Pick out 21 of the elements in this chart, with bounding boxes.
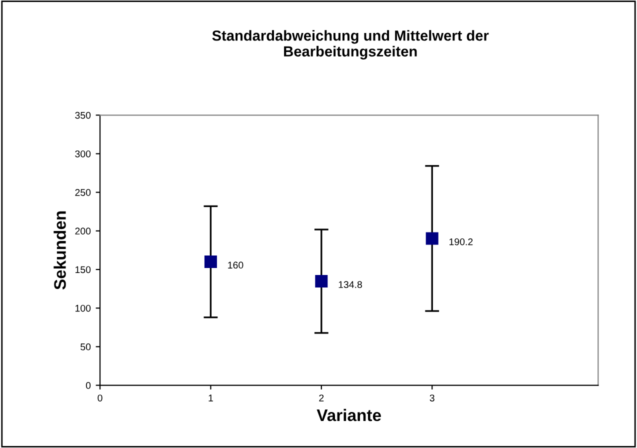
y-tick-label: 50 — [80, 343, 91, 350]
chart-title: Standardabweichung und Mittelwert der Bearbeitungszeiten — [212, 30, 489, 60]
y-tick-label: 300 — [75, 150, 91, 158]
point — [204, 256, 217, 268]
y-tick-label: 250 — [75, 189, 91, 196]
point — [426, 232, 438, 245]
y-tick-label: 200 — [75, 228, 91, 235]
y-axis-title: Sekunden — [54, 211, 66, 290]
data-label: 134.8 — [338, 281, 362, 288]
data-label: 160 — [228, 262, 244, 269]
x-tick-label: 1 — [208, 394, 213, 402]
x-tick-label: 3 — [430, 394, 434, 402]
y-tick-label: 0 — [86, 382, 91, 389]
y-tick-label: 100 — [76, 304, 91, 312]
y-tick-label: 350 — [75, 112, 91, 119]
data-label: 190.2 — [450, 238, 473, 246]
y-tick-label: 150 — [76, 266, 91, 274]
x-tick-label: 0 — [98, 394, 102, 402]
x-axis-title: Variante — [316, 408, 381, 422]
point — [315, 274, 328, 288]
x-tick-label: 2 — [319, 394, 324, 402]
